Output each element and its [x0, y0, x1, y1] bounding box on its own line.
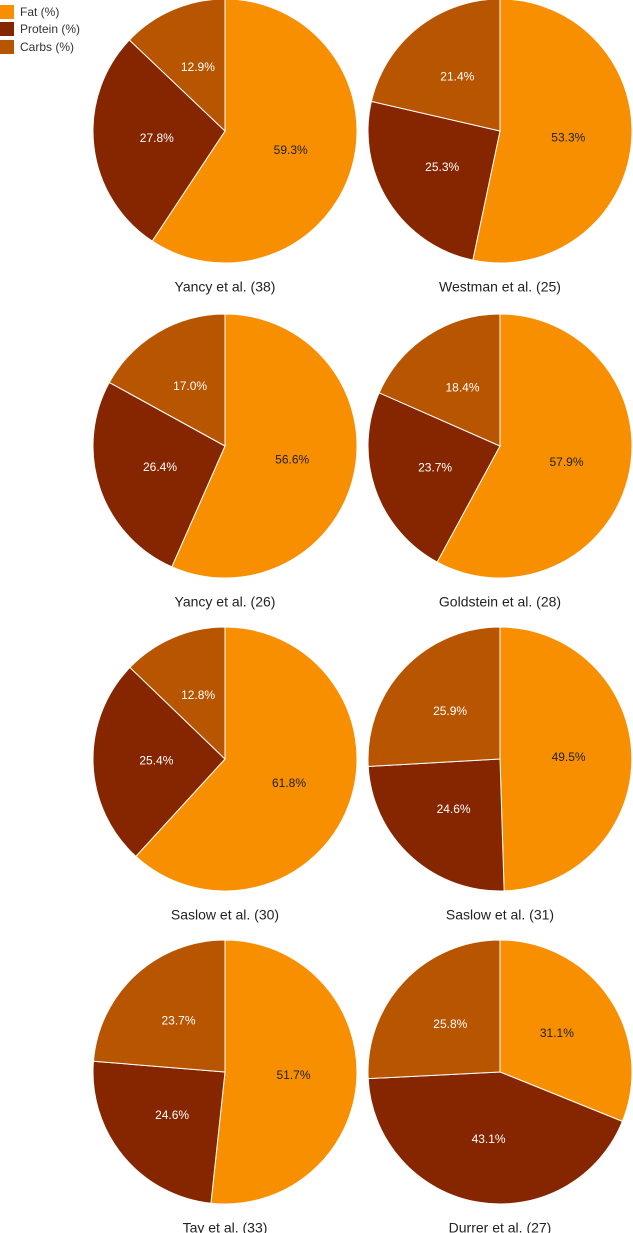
- pie-slice-protein: [92, 381, 226, 568]
- pie-title: Yancy et al. (38): [175, 279, 276, 295]
- slice-label-carbs: 25.8%: [433, 1017, 467, 1031]
- slice-label-protein: 25.3%: [425, 160, 459, 174]
- slice-label-carbs: 18.4%: [445, 381, 479, 395]
- legend-swatch-fat: [0, 4, 14, 19]
- pie-slice-carbs: [108, 313, 226, 447]
- pie-title: Westman et al. (25): [439, 279, 561, 295]
- slice-label-fat: 31.1%: [540, 1026, 574, 1040]
- legend-item-fat: Fat (%): [0, 3, 80, 21]
- pie-slice-protein: [367, 392, 501, 563]
- pie-slice-protein: [92, 666, 226, 858]
- slice-label-fat: 51.7%: [276, 1068, 310, 1082]
- pie-slice-fat: [436, 313, 633, 579]
- slice-label-protein: 24.6%: [155, 1108, 189, 1122]
- slice-label-protein: 27.8%: [140, 131, 174, 145]
- pie-slice-fat: [210, 939, 358, 1205]
- pie-slice-carbs: [128, 0, 226, 133]
- pie-slice-protein: [92, 1060, 226, 1204]
- pie-slice-fat: [151, 0, 358, 264]
- slice-label-protein: 26.4%: [143, 460, 177, 474]
- legend-label-carbs: Carbs (%): [20, 39, 75, 54]
- slice-label-protein: 23.7%: [418, 460, 452, 474]
- pie-slice-protein: [92, 39, 226, 242]
- pie-slice-protein: [367, 100, 501, 261]
- slice-label-protein: 24.6%: [437, 802, 471, 816]
- slice-label-fat: 49.5%: [552, 750, 586, 764]
- pie-title: Goldstein et al. (28): [439, 594, 561, 610]
- slice-label-fat: 53.3%: [551, 130, 585, 144]
- legend-swatch-carbs: [0, 39, 14, 54]
- pie-slice-carbs: [92, 939, 226, 1073]
- legend-swatch-protein: [0, 22, 14, 37]
- legend: Fat (%) Protein (%) Carbs (%): [0, 3, 80, 56]
- legend-item-protein: Protein (%): [0, 21, 80, 39]
- pie-slice-fat: [472, 0, 633, 264]
- pie-slice-fat: [499, 939, 633, 1123]
- pie-slice-carbs: [367, 626, 501, 767]
- pie-slice-fat: [135, 626, 358, 892]
- pie-slice-carbs: [129, 626, 226, 761]
- pie-title: Saslow et al. (31): [446, 907, 554, 923]
- slice-label-carbs: 23.7%: [161, 1014, 195, 1028]
- pie-title: Durrer et al. (27): [449, 1220, 552, 1233]
- pie-3: 56.6% 26.4% 17.0% Yancy et al. (26): [92, 313, 358, 610]
- pie-slice-carbs: [370, 0, 501, 132]
- pie-8: 31.1% 43.1% 25.8% Durrer et al. (27): [367, 939, 633, 1233]
- legend-label-protein: Protein (%): [20, 22, 81, 37]
- pie-title: Tay et al. (33): [183, 1220, 268, 1233]
- pie-7: 51.7% 24.6% 23.7% Tay et al. (33): [92, 939, 358, 1233]
- pie-5: 61.8% 25.4% 12.8% Saslow et al. (30): [92, 626, 358, 923]
- slice-label-fat: 61.8%: [272, 776, 306, 790]
- slice-label-fat: 59.3%: [274, 143, 308, 157]
- pie-2: 53.3% 25.3% 21.4% Westman et al. (25): [367, 0, 633, 295]
- pie-1: 59.3% 27.8% 12.9% Yancy et al. (38): [92, 0, 358, 295]
- slice-label-carbs: 21.4%: [440, 69, 474, 83]
- legend-label-fat: Fat (%): [20, 4, 60, 19]
- pie-title: Saslow et al. (30): [171, 907, 279, 923]
- pie-6: 49.5% 24.6% 25.9% Saslow et al. (31): [367, 626, 633, 923]
- slice-label-fat: 56.6%: [275, 452, 309, 466]
- pie-slice-fat: [499, 626, 633, 892]
- pie-title: Yancy et al. (26): [175, 594, 276, 610]
- pie-slice-carbs: [367, 939, 501, 1080]
- pie-slice-carbs: [378, 313, 501, 447]
- slice-label-carbs: 12.8%: [181, 688, 215, 702]
- slice-label-carbs: 25.9%: [433, 704, 467, 718]
- pie-4: 57.9% 23.7% 18.4% Goldstein et al. (28): [367, 313, 633, 610]
- pie-slice-protein: [367, 758, 505, 892]
- slice-label-carbs: 12.9%: [181, 60, 215, 74]
- pie-slice-protein: [367, 1071, 624, 1205]
- legend-item-carbs: Carbs (%): [0, 38, 80, 56]
- pie-slice-fat: [171, 313, 358, 579]
- slice-label-protein: 43.1%: [472, 1132, 506, 1146]
- slice-label-carbs: 17.0%: [173, 379, 207, 393]
- slice-label-protein: 25.4%: [139, 753, 173, 767]
- slice-label-fat: 57.9%: [549, 455, 583, 469]
